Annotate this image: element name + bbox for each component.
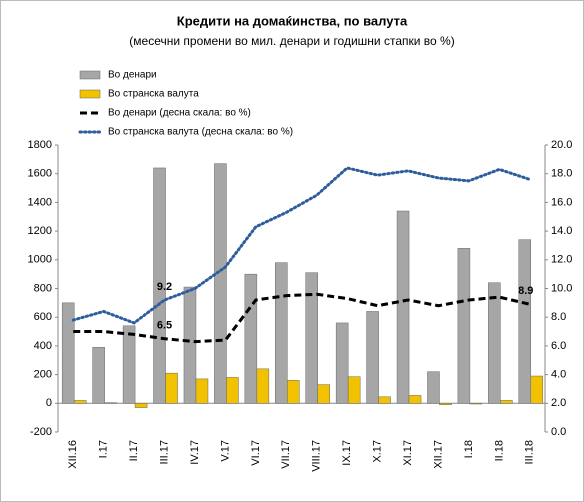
data-label: 9.2 [157, 281, 172, 293]
bar [214, 163, 227, 404]
y-tick-label: 600 [34, 311, 52, 323]
legend-label: Во денари (десна скала: во %) [108, 108, 251, 119]
y-tick-label: 400 [34, 340, 52, 352]
bar [408, 395, 422, 404]
bar [61, 302, 75, 404]
x-tick-label: VI.17 [250, 440, 262, 466]
legend-label: Во странска валута [108, 89, 199, 100]
bar [287, 380, 300, 404]
bar [488, 282, 501, 404]
y2-tick-label: 10.0 [551, 282, 572, 294]
bar [195, 378, 209, 404]
y-tick-label: 1600 [28, 168, 52, 180]
bar [165, 372, 178, 404]
bar [317, 384, 330, 404]
x-tick-label: I.17 [98, 440, 110, 458]
x-tick-label: II.18 [493, 440, 505, 461]
y-tick-label: 800 [34, 282, 52, 294]
y2-tick-label: 12.0 [551, 254, 572, 266]
bar [134, 403, 148, 408]
bar [396, 210, 410, 404]
bar [275, 262, 288, 404]
bar [469, 403, 483, 405]
bar [518, 239, 532, 404]
bar [183, 286, 197, 404]
bar [347, 376, 361, 404]
bar [366, 311, 379, 404]
y2-tick-label: 20.0 [551, 139, 572, 151]
y-tick-label: 1400 [28, 196, 52, 208]
x-tick-label: V.17 [219, 440, 231, 462]
legend-swatch [79, 89, 101, 99]
bar [153, 167, 166, 404]
x-tick-label: IX.17 [341, 440, 353, 466]
bar [335, 322, 349, 404]
y2-tick-label: 2.0 [551, 397, 566, 409]
y2-tick-label: 4.0 [551, 369, 566, 381]
y-tick-label: 200 [34, 369, 52, 381]
legend-swatch [79, 70, 101, 80]
x-tick-label: VII.17 [280, 440, 292, 469]
bar [256, 368, 270, 404]
data-label: 6.5 [157, 320, 172, 332]
bar [305, 272, 318, 404]
legend-label: Во странска валута (десна скала: во %) [108, 127, 293, 138]
bar [457, 248, 471, 404]
x-tick-label: XII.16 [67, 440, 79, 469]
x-tick-label: III.18 [524, 440, 536, 464]
y-tick-label: 1000 [28, 254, 52, 266]
y2-tick-label: 14.0 [551, 225, 572, 237]
bar [92, 347, 105, 404]
bar [104, 402, 117, 404]
bar [226, 377, 239, 404]
y2-tick-label: 0.0 [551, 426, 566, 438]
x-tick-label: I.18 [463, 440, 475, 458]
y2-tick-label: 6.0 [551, 340, 566, 352]
y-tick-label: 1800 [28, 139, 52, 151]
bar [244, 273, 258, 404]
line [71, 166, 532, 325]
y-tick-label: 1200 [28, 225, 52, 237]
data-label: 8.9 [518, 285, 533, 297]
bar [500, 400, 513, 404]
bar [439, 403, 452, 405]
y-tick-label: 0 [46, 397, 52, 409]
y-tick-label: -200 [30, 426, 52, 438]
x-tick-label: IV.17 [189, 440, 201, 465]
bar [378, 396, 391, 404]
legend-label: Во денари [108, 70, 157, 81]
bar [530, 375, 544, 404]
bar [73, 400, 87, 404]
chart-title: Кредити на домаќинства, по валута [177, 13, 408, 28]
x-tick-label: X.17 [372, 440, 384, 463]
chart-subtitle: (месечни промени во мил. денари и годишн… [129, 34, 454, 48]
x-tick-label: VIII.17 [311, 440, 323, 472]
y2-tick-label: 18.0 [551, 168, 572, 180]
y2-tick-label: 8.0 [551, 311, 566, 323]
x-tick-label: XI.17 [402, 440, 414, 466]
x-tick-label: III.17 [158, 440, 170, 464]
bar [427, 371, 440, 404]
bar [122, 325, 136, 404]
x-tick-label: II.17 [128, 440, 140, 461]
x-tick-label: XII.17 [432, 440, 444, 469]
y2-tick-label: 16.0 [551, 196, 572, 208]
